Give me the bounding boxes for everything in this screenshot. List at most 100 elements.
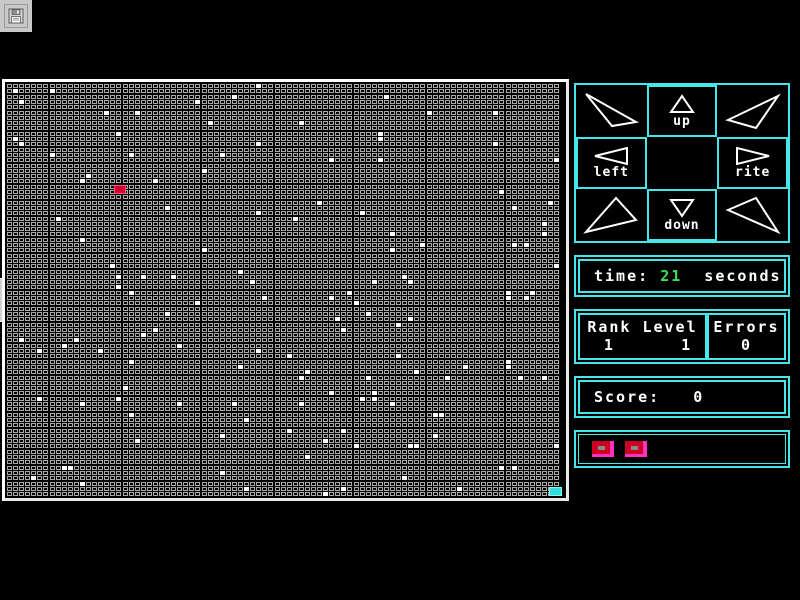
maze-cell [134,243,140,247]
maze-cell [152,333,158,338]
maze-cell [523,285,529,290]
maze-cell [73,142,79,147]
maze-cell [122,163,128,168]
maze-cell [134,264,140,269]
maze-cell [335,274,341,279]
maze-cell [529,274,535,279]
maze-cell [505,200,511,205]
maze-cell [67,290,73,295]
maze-cell [298,354,304,359]
maze-cell [31,290,37,295]
maze-cell [408,205,414,210]
maze-cell [383,364,389,369]
maze-cell [268,317,274,322]
maze-cell [274,322,280,327]
maze-cell [86,359,92,364]
maze-cell [444,243,450,247]
maze-cell [92,89,98,94]
maze-cell [73,364,79,369]
maze-cell [469,280,475,285]
maze-cell [304,232,310,237]
maze-cell [414,322,420,327]
maze-cell [286,216,292,221]
maze-cell [481,349,487,353]
maze-cell [359,99,365,104]
maze-cell [359,147,365,152]
maze-cell [523,258,529,263]
maze-cell [171,152,177,157]
maze-cell [298,115,304,120]
maze-cell [231,311,237,316]
maze-cell [61,349,67,353]
maze-cell [244,280,250,285]
save-button[interactable] [4,4,28,28]
maze-cell [426,227,432,232]
maze-cell [323,200,329,205]
maze-cell [311,142,316,147]
game-board[interactable] [5,82,566,498]
maze-cell [323,285,329,290]
maze-cell [286,280,292,285]
maze-cell [414,99,420,104]
maze-cell [523,163,529,168]
maze-cell [280,343,286,348]
maze-cell [499,174,505,179]
maze-cell [347,142,353,147]
maze-cell [262,338,268,343]
maze-cell [49,227,55,232]
maze-cell [335,301,341,306]
maze-cell [43,221,49,226]
maze-cell [79,142,85,147]
maze-cell [73,232,79,237]
maze-cell [383,221,389,226]
maze-cell [329,94,335,99]
maze-cell [55,258,61,263]
maze-cell [304,163,310,168]
maze-cell [165,290,171,295]
maze-cell [292,296,298,300]
maze-cell [201,184,207,189]
maze-cell [444,221,450,226]
maze-cell [98,264,104,269]
maze-cell [280,99,286,104]
maze-cell [219,121,225,126]
maze-cell [201,237,207,242]
maze-cell [171,142,177,147]
maze-cell [450,306,456,311]
maze-cell [140,205,146,210]
maze-cell [359,221,365,226]
maze-cell [116,354,122,359]
maze-cell [37,274,43,279]
maze-cell [207,221,213,226]
maze-cell [359,216,365,221]
maze-cell [195,200,201,205]
maze-cell [432,343,438,348]
maze-cell [256,248,262,253]
maze-cell [499,84,505,88]
maze-cell [487,168,493,173]
maze-cell [408,131,414,136]
maze-cell [286,126,292,131]
maze-cell [377,152,383,157]
maze-cell [55,370,61,375]
maze-cell [456,195,462,200]
maze-cell [177,317,183,322]
maze-cell [159,211,164,216]
maze-cell [98,280,104,285]
maze-cell [207,359,213,364]
maze-cell [262,200,268,205]
maze-cell [493,296,499,300]
maze-cell [529,147,535,152]
maze-cell [377,322,383,327]
maze-cell [517,317,523,322]
maze-cell [347,232,353,237]
maze-cell [317,343,323,348]
maze-cell [323,359,329,364]
maze-cell [238,110,244,115]
maze-cell [347,354,353,359]
maze-cell [104,168,110,173]
maze-cell [292,258,298,263]
maze-cell [347,333,353,338]
maze-cell [110,311,116,316]
maze-cell [256,89,262,94]
